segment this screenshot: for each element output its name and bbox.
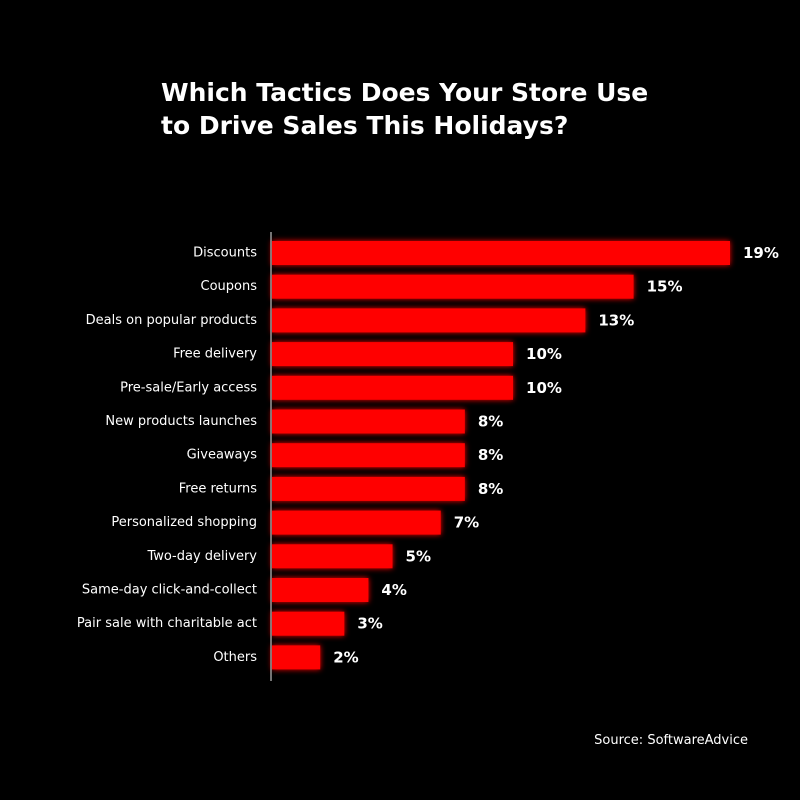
value-label-deals-on-popular-products: 13% xyxy=(598,311,634,329)
category-label-two-day-delivery: Two-day delivery xyxy=(146,549,257,564)
value-label-giveaways: 8% xyxy=(478,446,503,464)
value-label-coupons: 15% xyxy=(647,278,683,296)
category-label-giveaways: Giveaways xyxy=(187,448,258,463)
bar-discounts xyxy=(272,241,730,265)
bar-deals-on-popular-products xyxy=(272,308,586,333)
value-label-pre-sale-early-access: 10% xyxy=(526,379,562,397)
category-label-deals-on-popular-products: Deals on popular products xyxy=(86,313,258,328)
category-label-personalized-shopping: Personalized shopping xyxy=(111,515,257,530)
category-label-others: Others xyxy=(213,650,257,665)
category-label-free-delivery: Free delivery xyxy=(173,347,257,362)
bar-two-day-delivery xyxy=(272,544,393,569)
category-label-pair-sale-with-charitable-act: Pair sale with charitable act xyxy=(77,616,257,631)
bar-pre-sale-early-access xyxy=(272,375,514,400)
category-label-same-day-click-and-collect: Same-day click-and-collect xyxy=(82,583,257,598)
bar-new-products-launches xyxy=(272,409,465,434)
value-label-same-day-click-and-collect: 4% xyxy=(381,581,406,599)
value-label-new-products-launches: 8% xyxy=(478,413,503,431)
chart-title-line-2: to Drive Sales This Holidays? xyxy=(161,111,569,140)
value-label-others: 2% xyxy=(333,648,358,666)
bar-pair-sale-with-charitable-act xyxy=(272,611,345,636)
value-label-free-delivery: 10% xyxy=(526,345,562,363)
bar-giveaways xyxy=(272,443,465,468)
bar-personalized-shopping xyxy=(272,510,441,535)
source-note: Source: SoftwareAdvice xyxy=(594,733,748,748)
value-label-discounts: 19% xyxy=(743,244,779,262)
bar-free-returns xyxy=(272,476,465,501)
bar-same-day-click-and-collect xyxy=(272,578,369,602)
value-label-personalized-shopping: 7% xyxy=(454,514,479,532)
value-label-two-day-delivery: 5% xyxy=(406,547,431,565)
bar-free-delivery xyxy=(272,342,514,367)
category-label-discounts: Discounts xyxy=(193,246,257,261)
value-labels-group: 19% 15% 13% 10% 10% 8% 8% 8% 7% 5%4% 3% 2% xyxy=(333,244,779,666)
bar-others xyxy=(272,645,321,670)
value-label-free-returns: 8% xyxy=(478,480,503,498)
category-label-pre-sale-early-access: Pre-sale/Early access xyxy=(120,380,257,395)
category-label-new-products-launches: New products launches xyxy=(105,414,257,429)
chart-title-line-1: Which Tactics Does Your Store Use xyxy=(161,78,649,107)
category-label-coupons: Coupons xyxy=(201,279,258,294)
chart-title: Which Tactics Does Your Store Use to Dri… xyxy=(161,76,721,142)
value-label-pair-sale-with-charitable-act: 3% xyxy=(357,615,382,633)
bars-group xyxy=(272,241,730,670)
bar-coupons xyxy=(272,274,634,299)
category-label-free-returns: Free returns xyxy=(179,481,257,496)
category-labels-group: Discounts Coupons Deals on popular product… xyxy=(77,246,257,665)
